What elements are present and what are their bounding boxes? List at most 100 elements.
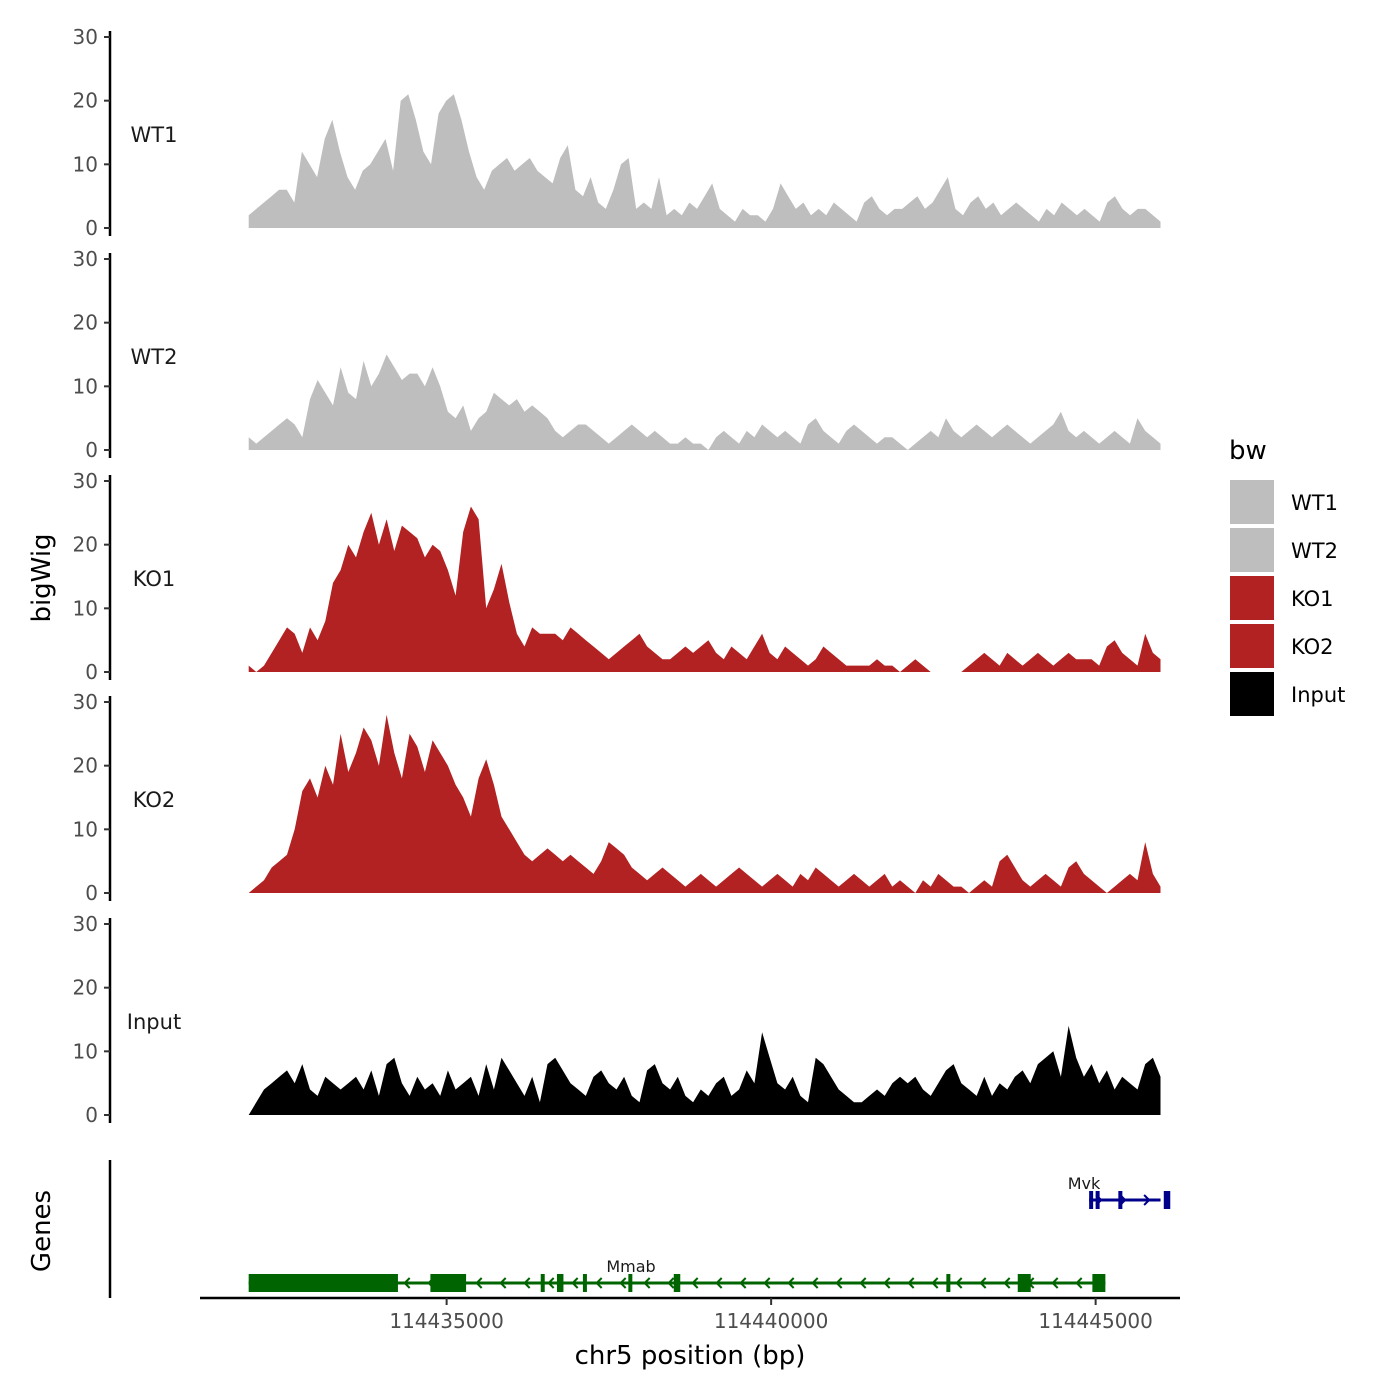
genes-track: Mmab Mvk	[108, 1160, 1171, 1298]
legend-label: WT2	[1291, 539, 1338, 563]
legend-swatch-ko1	[1230, 576, 1274, 620]
legend-swatch-ko2	[1230, 624, 1274, 668]
gene-exon	[1089, 1191, 1094, 1209]
legend-swatch-wt2	[1230, 528, 1274, 572]
gene-exon	[582, 1274, 587, 1292]
y-tick-label: 0	[85, 881, 98, 905]
y-tick-label: 10	[73, 1039, 98, 1063]
legend: bw WT1 WT2 KO1 KO2 Input	[1229, 436, 1345, 716]
track-wt1: 0 10 20 30 WT1	[73, 25, 1161, 240]
y-tick-label: 20	[73, 754, 98, 778]
x-axis: 114435000 114440000 114445000	[200, 1296, 1180, 1333]
track-ko2: 0 10 20 30 KO2	[73, 690, 1161, 905]
y-tick-label: 10	[73, 596, 98, 620]
legend-label: Input	[1291, 683, 1345, 707]
strand-arrow	[883, 1277, 891, 1289]
gene-exon	[1095, 1191, 1100, 1209]
strand-arrow	[595, 1277, 603, 1289]
y-tick-label: 10	[73, 817, 98, 841]
y-tick-label: 30	[73, 247, 98, 271]
y-tick-label: 10	[73, 152, 98, 176]
legend-title: bw	[1229, 436, 1267, 466]
track-label: KO2	[133, 788, 176, 812]
y-tick-label: 20	[73, 89, 98, 113]
y-tick-label: 10	[73, 374, 98, 398]
gene-exon	[673, 1274, 681, 1292]
strand-arrow	[907, 1277, 915, 1289]
track-label: KO1	[133, 567, 176, 591]
legend-label: WT1	[1291, 491, 1338, 515]
y-tick-label: 30	[73, 912, 98, 936]
strand-arrow	[523, 1277, 531, 1289]
strand-arrow	[499, 1277, 507, 1289]
y-tick-label: 0	[85, 438, 98, 462]
strand-arrow	[835, 1277, 843, 1289]
strand-arrow	[691, 1277, 699, 1289]
strand-arrow	[667, 1277, 675, 1289]
strand-arrow	[619, 1277, 627, 1289]
legend-label: KO2	[1291, 635, 1334, 659]
gene-exon	[946, 1274, 951, 1292]
track-wt2: 0 10 20 30 WT2	[73, 247, 1161, 462]
strand-arrow	[955, 1277, 963, 1289]
genes-axis-title: Genes	[27, 1190, 57, 1272]
y-tick-label: 30	[73, 469, 98, 493]
coverage-area-input	[248, 1025, 1161, 1115]
strand-arrow	[403, 1277, 411, 1289]
gene-exon	[430, 1274, 467, 1292]
track-ko1: 0 10 20 30 KO1	[73, 469, 1161, 684]
gene-exon	[248, 1274, 398, 1292]
gene-exon	[1163, 1191, 1171, 1209]
coverage-area-ko2	[248, 714, 1161, 893]
gene-name-label: Mvk	[1068, 1174, 1101, 1193]
y-tick-label: 0	[85, 660, 98, 684]
y-tick-label: 20	[73, 533, 98, 557]
x-tick-label: 114435000	[389, 1309, 504, 1333]
strand-arrow	[811, 1277, 819, 1289]
strand-arrow	[1003, 1277, 1011, 1289]
gene-mmab: Mmab	[248, 1257, 1106, 1292]
tracks-layer: 0 10 20 30 WT1 0 10 20 30 WT2 0 10 20 30 KO1 0 10 20 30 KO2…	[73, 25, 1161, 1127]
strand-arrow	[547, 1277, 555, 1289]
y-tick-label: 0	[85, 1103, 98, 1127]
strand-arrow	[715, 1277, 723, 1289]
strand-arrow	[571, 1277, 579, 1289]
strand-arrow	[979, 1277, 987, 1289]
x-axis-title: chr5 position (bp)	[575, 1341, 806, 1371]
legend-swatch-wt1	[1230, 480, 1274, 524]
gene-name-label: Mmab	[606, 1257, 655, 1276]
strand-arrow	[1075, 1277, 1083, 1289]
y-tick-label: 0	[85, 216, 98, 240]
strand-arrow	[859, 1277, 867, 1289]
track-label: Input	[127, 1010, 181, 1034]
x-tick-label: 114440000	[714, 1309, 829, 1333]
y-tick-label: 20	[73, 311, 98, 335]
coverage-area-ko1	[248, 506, 1161, 672]
x-tick-label: 114445000	[1038, 1309, 1153, 1333]
coverage-area-wt1	[248, 94, 1161, 228]
gene-exon	[556, 1274, 564, 1292]
y-axis-title: bigWig	[27, 533, 57, 622]
y-tick-label: 30	[73, 25, 98, 49]
gene-exon	[628, 1274, 633, 1292]
track-input: 0 10 20 30 Input	[73, 912, 1161, 1127]
strand-arrow	[1051, 1277, 1059, 1289]
y-tick-label: 30	[73, 690, 98, 714]
strand-arrow	[787, 1277, 795, 1289]
legend-swatch-input	[1230, 672, 1274, 716]
gene-exon	[1092, 1274, 1106, 1292]
strand-arrow	[931, 1277, 939, 1289]
strand-arrow	[763, 1277, 771, 1289]
track-label: WT1	[131, 123, 178, 147]
coverage-area-wt2	[248, 354, 1161, 450]
gene-exon	[1118, 1191, 1123, 1209]
legend-label: KO1	[1291, 587, 1334, 611]
strand-arrow	[739, 1277, 747, 1289]
gene-exon	[1017, 1274, 1031, 1292]
strand-arrow	[1143, 1194, 1151, 1206]
track-label: WT2	[131, 345, 178, 369]
gene-mvk: Mvk	[1068, 1174, 1171, 1209]
strand-arrow	[643, 1277, 651, 1289]
strand-arrow	[475, 1277, 483, 1289]
